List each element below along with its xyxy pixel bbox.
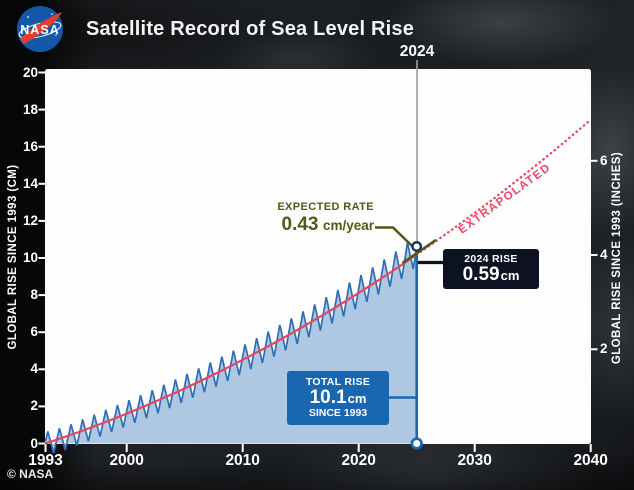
expected-rate-unit: cm/year [322, 218, 374, 233]
trend-line [45, 253, 418, 445]
total-rise-callout: TOTAL RISE 10.1 cm SINCE 1993 [287, 371, 389, 425]
y-tick-label-2cm: 2 [30, 398, 38, 414]
y-tick-label-6cm: 6 [30, 324, 38, 340]
x-tick-label-2030: 2030 [457, 452, 492, 469]
nasa-logo-icon: NASA [16, 5, 64, 53]
expected-rate-annotation: EXPECTED RATE 0.43 cm/year [277, 201, 374, 236]
y-tick-label-6in: 6 [600, 152, 608, 168]
y-tick-label-20cm: 20 [22, 64, 38, 80]
y-tick-label-8cm: 8 [30, 287, 38, 303]
svg-text:NASA: NASA [20, 23, 59, 37]
y-tick-label-18cm: 18 [22, 101, 38, 117]
y-tick-label-14cm: 14 [22, 175, 38, 191]
trend-extrapolated-line [415, 118, 592, 256]
total-rise-value: 10.1 [309, 387, 347, 409]
y-tick-label-16cm: 16 [22, 138, 38, 154]
expected-rate-pointer [375, 226, 417, 251]
total-rise-title: TOTAL RISE [305, 376, 371, 389]
expected-rate-title: EXPECTED RATE [277, 201, 374, 213]
data-endpoint-marker [411, 241, 423, 252]
x-tick-label-2020: 2020 [341, 452, 376, 469]
y-tick-label-12cm: 12 [22, 212, 38, 228]
x-tick-label-2010: 2010 [225, 452, 260, 469]
plot-area [45, 69, 591, 444]
y-tick-label-10cm: 10 [22, 250, 38, 265]
rise-2024-title: 2024 RISE [464, 252, 518, 265]
x-tick-label-1993: 1993 [28, 452, 63, 469]
expected-rate-tangent [401, 238, 437, 265]
header: NASA Satellite Record of Sea Level Rise [16, 5, 414, 53]
current-year-label: 2024 [399, 43, 435, 60]
y-tick-label-4cm: 4 [30, 361, 38, 377]
total-rise-unit: cm [347, 391, 367, 407]
axis-2024-marker [410, 437, 423, 450]
rise-2024-unit: cm [500, 267, 520, 283]
y-axis-right-title: GLOBAL RISE SINCE 1993 (INCHES) [611, 151, 623, 365]
credit-text: © NASA [7, 467, 54, 481]
page-title: Satellite Record of Sea Level Rise [86, 17, 415, 40]
total-rise-subtitle: SINCE 1993 [308, 406, 368, 419]
y-tick-label-4in: 4 [600, 247, 608, 263]
x-tick-label-2040: 2040 [573, 452, 608, 469]
y-tick-label-0cm: 0 [30, 435, 38, 451]
y-tick-label-2in: 2 [600, 341, 608, 357]
observed-line [44, 242, 418, 454]
rise-2024-callout: 2024 RISE 0.59 cm [443, 249, 539, 289]
expected-rate-value: 0.43 [281, 214, 319, 235]
x-tick-label-2000: 2000 [109, 452, 144, 469]
rise-2024-value: 0.59 [462, 263, 500, 285]
